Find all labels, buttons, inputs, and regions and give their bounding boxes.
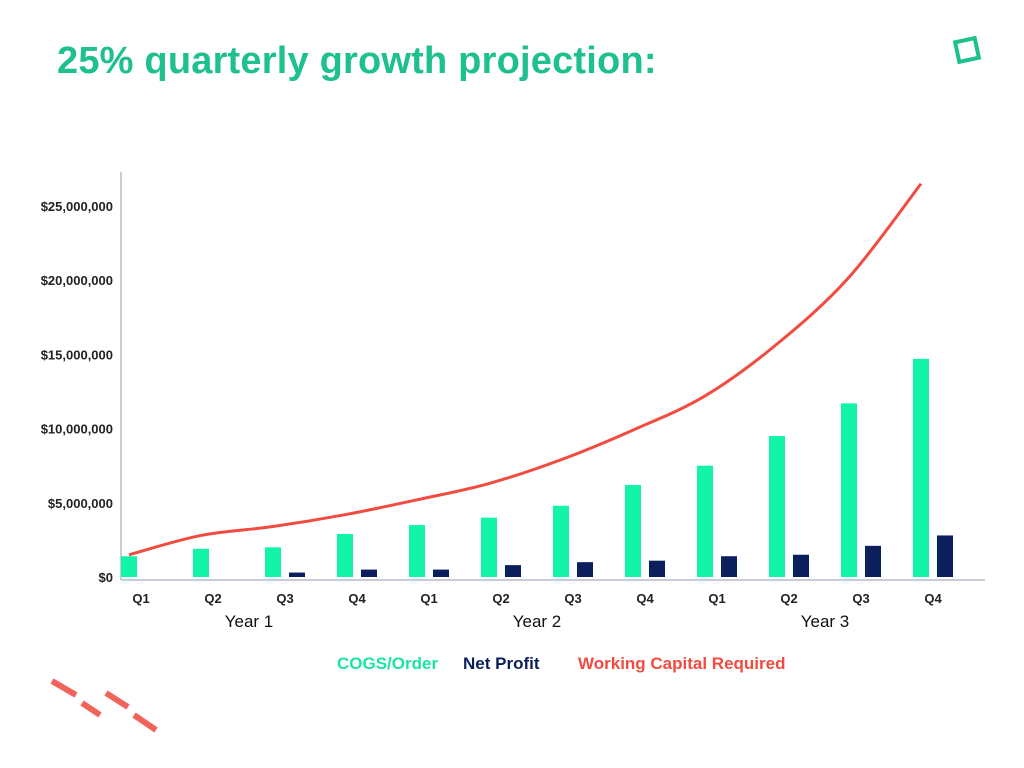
- bar-cogs-order: [265, 547, 281, 577]
- bar-net-profit: [433, 569, 449, 577]
- x-tick-label: Q3: [564, 591, 581, 606]
- legend-working-capital: Working Capital Required: [578, 654, 786, 673]
- y-tick-label: $0: [99, 570, 113, 585]
- y-tick-label: $20,000,000: [41, 273, 113, 288]
- page-title: 25% quarterly growth projection:: [57, 40, 657, 82]
- x-tick-label: Q1: [132, 591, 149, 606]
- x-tick-label: Q4: [348, 591, 366, 606]
- x-tick-label: Q2: [204, 591, 221, 606]
- x-group-label: Year 3: [801, 612, 850, 631]
- y-tick-label: $10,000,000: [41, 422, 113, 437]
- bar-cogs-order: [913, 358, 929, 577]
- bar-net-profit: [577, 562, 593, 577]
- y-tick-label: $25,000,000: [41, 199, 113, 214]
- legend-net-profit: Net Profit: [463, 654, 540, 673]
- bar-net-profit: [793, 554, 809, 577]
- x-tick-label: Q3: [852, 591, 869, 606]
- bar-net-profit: [865, 545, 881, 577]
- growth-chart: $0 $5,000,000 $10,000,000 $15,000,000 $20,00…: [41, 172, 985, 631]
- x-tick-label: Q2: [780, 591, 797, 606]
- bar-cogs-order: [193, 548, 209, 577]
- y-tick-label: $15,000,000: [41, 347, 113, 362]
- x-tick-label: Q1: [420, 591, 437, 606]
- chart-legend: COGS/Order Net Profit Working Capital Re…: [0, 654, 1024, 678]
- bar-net-profit: [289, 572, 305, 577]
- bar-cogs-order: [553, 505, 569, 577]
- bar-cogs-order: [697, 465, 713, 577]
- x-group-label: Year 1: [225, 612, 274, 631]
- bar-cogs-order: [337, 533, 353, 577]
- bar-net-profit: [721, 556, 737, 577]
- x-tick-label: Q1: [708, 591, 725, 606]
- x-tick-label: Q4: [636, 591, 654, 606]
- bar-cogs-order: [769, 436, 785, 577]
- x-group-label: Year 2: [513, 612, 562, 631]
- legend-cogs-order: COGS/Order: [337, 654, 439, 673]
- bar-cogs-order: [409, 525, 425, 577]
- bar-net-profit: [937, 535, 953, 577]
- dash-decoration: [50, 678, 158, 733]
- bar-net-profit: [649, 560, 665, 577]
- x-tick-label: Q3: [276, 591, 293, 606]
- bar-net-profit: [505, 565, 521, 577]
- bar-cogs-order: [841, 403, 857, 577]
- y-tick-label: $5,000,000: [48, 496, 113, 511]
- line-working-capital: [128, 182, 923, 557]
- x-tick-label: Q2: [492, 591, 509, 606]
- bar-cogs-order: [481, 517, 497, 577]
- bar-cogs-order: [121, 556, 137, 577]
- bar-cogs-order: [625, 484, 641, 577]
- x-tick-label: Q4: [924, 591, 942, 606]
- bar-net-profit: [361, 569, 377, 577]
